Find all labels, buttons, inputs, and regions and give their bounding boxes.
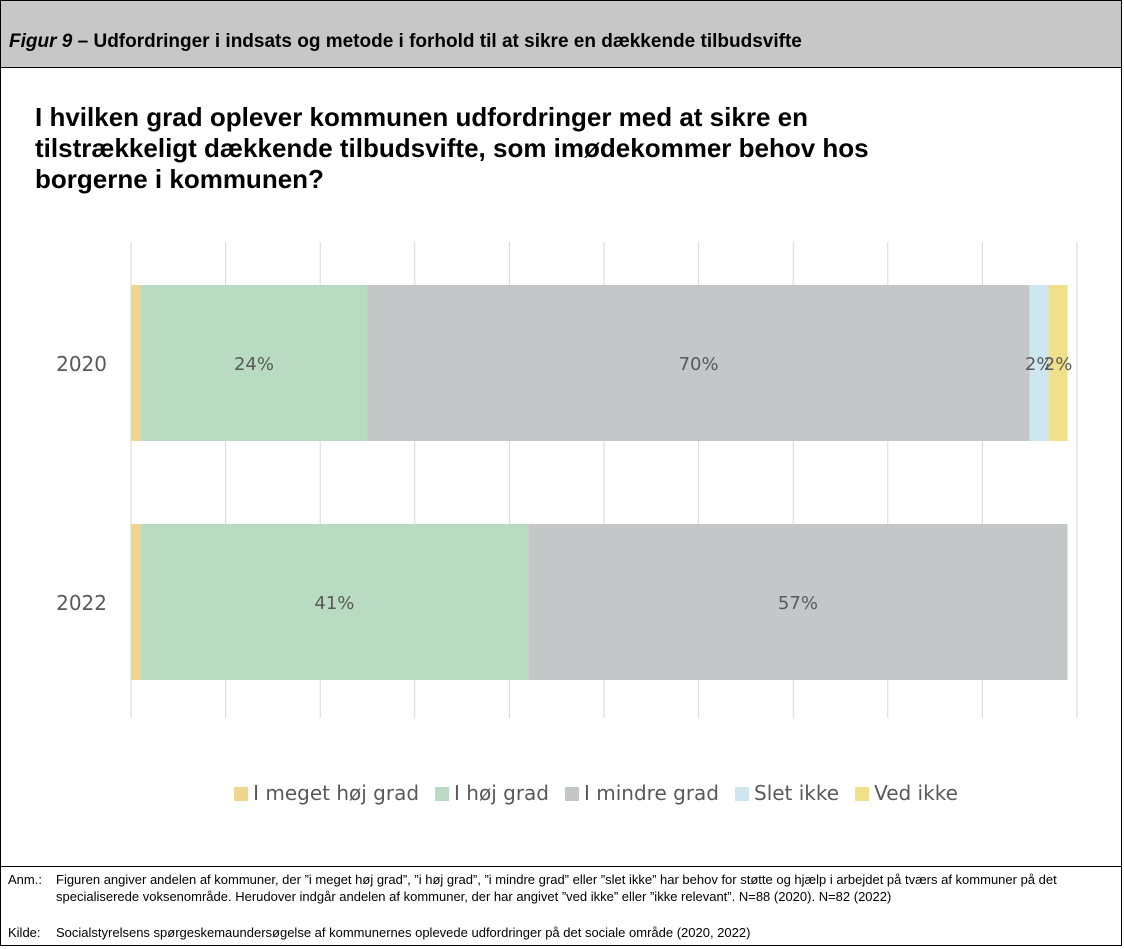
legend-swatch	[435, 787, 450, 801]
note-anm: Anm.: Figuren angiver andelen af kommune…	[8, 871, 1106, 905]
legend-swatch	[234, 787, 249, 801]
legend-entry: Slet ikke	[754, 781, 839, 805]
figure-label: Figur 9	[9, 31, 73, 52]
legend-swatch	[855, 787, 870, 801]
note-anm-label: Anm.:	[8, 872, 42, 887]
legend: I meget høj grad I høj grad I mindre grad S…	[234, 781, 958, 805]
bar-segment	[140, 285, 368, 441]
legend-swatch	[565, 787, 580, 801]
figure-title-text: – Udfordringer i indsats og metode i for…	[72, 31, 802, 52]
note-kilde-label: Kilde:	[8, 925, 41, 940]
bar-segment	[1048, 285, 1068, 441]
data-label: 41%	[314, 593, 354, 614]
bar-segment	[1029, 285, 1049, 441]
figure-title: Figur 9 – Udfordringer i indsats og meto…	[9, 31, 802, 53]
category-label: 2020	[56, 352, 107, 376]
legend-entry: I meget høj grad	[253, 781, 419, 805]
data-label: 24%	[234, 354, 274, 375]
stacked-bar-chart: 2020 24% 70% 2%2% 2022 41% 57% I meget høj grad…	[56, 242, 1078, 805]
note-anm-text: Figuren angiver andelen af kommuner, der…	[56, 872, 1057, 904]
legend-entry: Ved ikke	[874, 781, 958, 805]
figure-header: Figur 9 – Udfordringer i indsats og meto…	[1, 1, 1121, 68]
figure-notes: Anm.: Figuren angiver andelen af kommune…	[0, 866, 1122, 946]
chart-title: I hvilken grad oplever kommunen udfordri…	[35, 102, 869, 194]
data-label: 2%	[1025, 354, 1054, 375]
legend-entry: I mindre grad	[584, 781, 719, 805]
legend-swatch	[734, 787, 749, 801]
data-label: 57%	[778, 593, 818, 614]
bar-segment	[140, 524, 529, 680]
bar-segment	[367, 285, 1030, 441]
bar-segment	[131, 524, 141, 680]
note-kilde-text: Socialstyrelsens spørgeskemaundersøgelse…	[56, 925, 751, 940]
category-label: 2022	[56, 591, 107, 615]
bar-segment	[131, 285, 141, 441]
data-label: 70%	[679, 354, 719, 375]
bar-segment	[528, 524, 1068, 680]
legend-entry: I høj grad	[454, 781, 549, 805]
note-kilde: Kilde: Socialstyrelsens spørgeskemaunder…	[8, 924, 1106, 941]
data-label: 2%	[1044, 354, 1073, 375]
